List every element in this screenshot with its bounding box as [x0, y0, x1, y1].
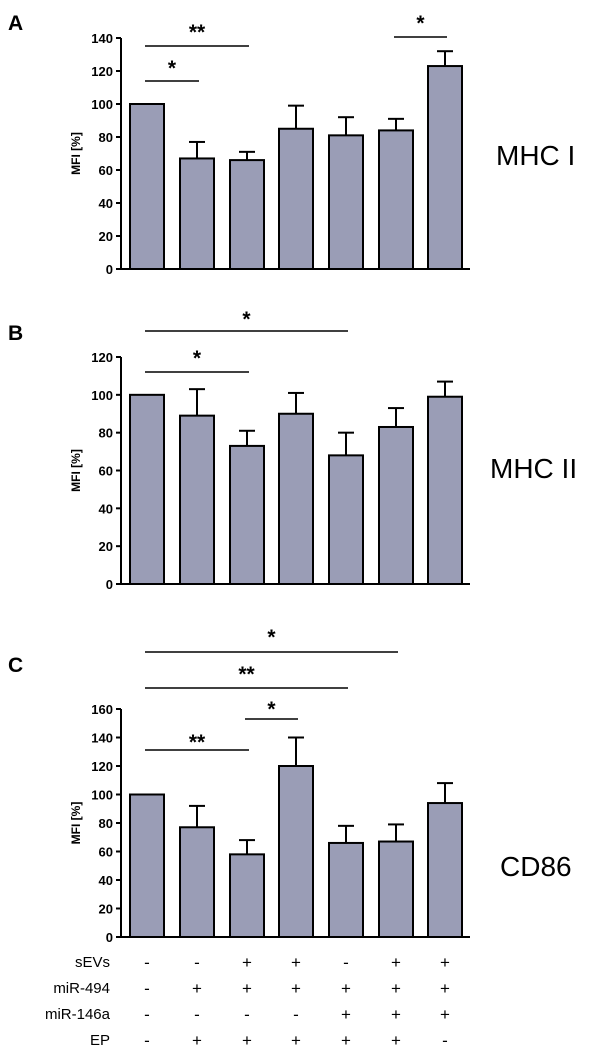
condition-label-1: sEVs: [75, 954, 110, 971]
condition-label-4: EP: [90, 1032, 110, 1049]
bar-c-4: [278, 765, 314, 938]
y-tick-label-c-120: 120: [91, 759, 113, 774]
y-tick-label-b-80: 80: [99, 426, 113, 441]
significance-label-c-2: *: [267, 698, 276, 721]
bar-c-2: [179, 826, 215, 939]
y-tick-label-c-20: 20: [99, 902, 113, 917]
bar-b-2: [179, 414, 215, 585]
y-tick-label-b-60: 60: [99, 464, 113, 479]
condition-sign-1-5: -: [343, 953, 349, 972]
condition-sign-2-5: +: [341, 979, 351, 998]
condition-sign-4-6: +: [391, 1031, 401, 1050]
y-tick-label-c-40: 40: [99, 873, 113, 888]
y-tick-label-a-0: 0: [106, 262, 113, 277]
condition-sign-4-3: +: [242, 1031, 252, 1050]
y-axis-label-b: MFI [%]: [69, 449, 83, 492]
panel-letter-c: C: [8, 654, 23, 677]
condition-sign-1-2: -: [194, 953, 200, 972]
bar-b-5: [328, 454, 364, 585]
bar-b-6: [378, 425, 414, 585]
y-tick-label-a-140: 140: [91, 31, 113, 46]
significance-label-b-1: *: [193, 347, 202, 370]
marker-label-b: MHC II: [490, 453, 577, 484]
condition-sign-1-3: +: [242, 953, 252, 972]
bar-c-3: [229, 853, 265, 938]
bar-c-5: [328, 841, 364, 939]
condition-sign-4-2: +: [192, 1031, 202, 1050]
panel-letter-a: A: [8, 12, 23, 35]
y-tick-label-b-120: 120: [91, 350, 113, 365]
significance-label-c-4: *: [267, 626, 276, 649]
condition-sign-3-6: +: [391, 1005, 401, 1024]
significance-label-a-3: *: [416, 12, 425, 35]
significance-label-a-2: **: [189, 21, 206, 44]
bar-a-2: [179, 157, 215, 270]
condition-sign-1-6: +: [391, 953, 401, 972]
y-tick-label-b-20: 20: [99, 539, 113, 554]
marker-label-c: CD86: [500, 851, 572, 882]
condition-sign-3-7: +: [440, 1005, 450, 1024]
y-tick-label-c-100: 100: [91, 788, 113, 803]
condition-sign-3-4: -: [293, 1005, 299, 1024]
bar-a-4: [278, 127, 314, 270]
condition-sign-2-6: +: [391, 979, 401, 998]
y-axis-label-a: MFI [%]: [69, 132, 83, 175]
bar-a-6: [378, 129, 414, 270]
condition-sign-3-1: -: [144, 1005, 150, 1024]
condition-sign-3-5: +: [341, 1005, 351, 1024]
panel-letter-b: B: [8, 322, 23, 345]
condition-sign-1-1: -: [144, 953, 150, 972]
bar-b-3: [229, 444, 265, 585]
condition-sign-4-1: -: [144, 1031, 150, 1050]
y-tick-label-a-80: 80: [99, 130, 113, 145]
significance-label-c-3: **: [238, 663, 255, 686]
y-tick-label-b-0: 0: [106, 577, 113, 592]
bar-a-3: [229, 159, 265, 271]
y-tick-label-a-20: 20: [99, 229, 113, 244]
condition-sign-4-4: +: [291, 1031, 301, 1050]
y-tick-label-c-160: 160: [91, 702, 113, 717]
significance-label-b-2: *: [242, 308, 251, 331]
bar-c-7: [427, 802, 463, 938]
condition-sign-1-7: +: [440, 953, 450, 972]
condition-sign-1-4: +: [291, 953, 301, 972]
condition-label-3: miR-146a: [45, 1006, 111, 1023]
condition-sign-2-7: +: [440, 979, 450, 998]
y-tick-label-b-100: 100: [91, 388, 113, 403]
bar-b-1: [129, 393, 165, 586]
y-tick-label-c-80: 80: [99, 816, 113, 831]
condition-sign-3-2: -: [194, 1005, 200, 1024]
bar-c-1: [129, 793, 165, 938]
condition-label-2: miR-494: [53, 980, 110, 997]
y-tick-label-c-60: 60: [99, 845, 113, 860]
y-tick-label-a-60: 60: [99, 163, 113, 178]
significance-label-a-1: *: [168, 57, 177, 80]
condition-sign-2-3: +: [242, 979, 252, 998]
bar-b-4: [278, 412, 314, 585]
bar-a-7: [427, 65, 463, 270]
y-tick-label-a-100: 100: [91, 97, 113, 112]
marker-label-a: MHC I: [496, 140, 575, 171]
y-tick-label-a-120: 120: [91, 64, 113, 79]
bar-a-1: [129, 103, 165, 270]
y-tick-label-c-140: 140: [91, 731, 113, 746]
condition-sign-2-4: +: [291, 979, 301, 998]
y-tick-label-b-40: 40: [99, 501, 113, 516]
condition-sign-3-3: -: [244, 1005, 250, 1024]
condition-sign-2-2: +: [192, 979, 202, 998]
bar-c-6: [378, 840, 414, 939]
bar-b-7: [427, 395, 463, 585]
y-tick-label-c-0: 0: [106, 930, 113, 945]
condition-sign-4-7: -: [442, 1031, 448, 1050]
y-axis-label-c: MFI [%]: [69, 802, 83, 845]
bar-a-5: [328, 134, 364, 270]
significance-label-c-1: **: [189, 731, 206, 754]
condition-sign-2-1: -: [144, 979, 150, 998]
y-tick-label-a-40: 40: [99, 196, 113, 211]
condition-sign-4-5: +: [341, 1031, 351, 1050]
